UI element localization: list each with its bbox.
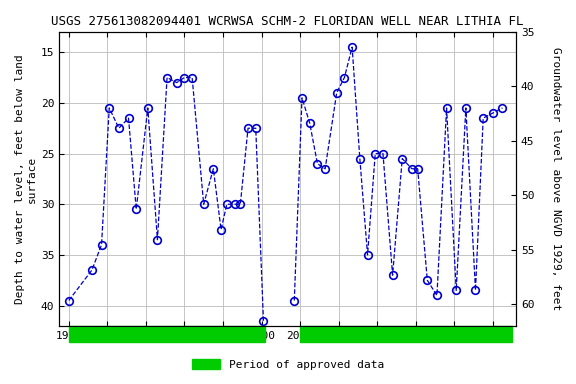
Title: USGS 275613082094401 WCRWSA SCHM-2 FLORIDAN WELL NEAR LITHIA FL: USGS 275613082094401 WCRWSA SCHM-2 FLORI…: [51, 15, 524, 28]
Bar: [300, 326, 512, 342]
Y-axis label: Groundwater level above NGVD 1929, feet: Groundwater level above NGVD 1929, feet: [551, 47, 561, 311]
Legend: Period of approved data: Period of approved data: [188, 355, 388, 375]
Y-axis label: Depth to water level, feet below land
surface: Depth to water level, feet below land su…: [15, 54, 37, 304]
Bar: [69, 326, 266, 342]
